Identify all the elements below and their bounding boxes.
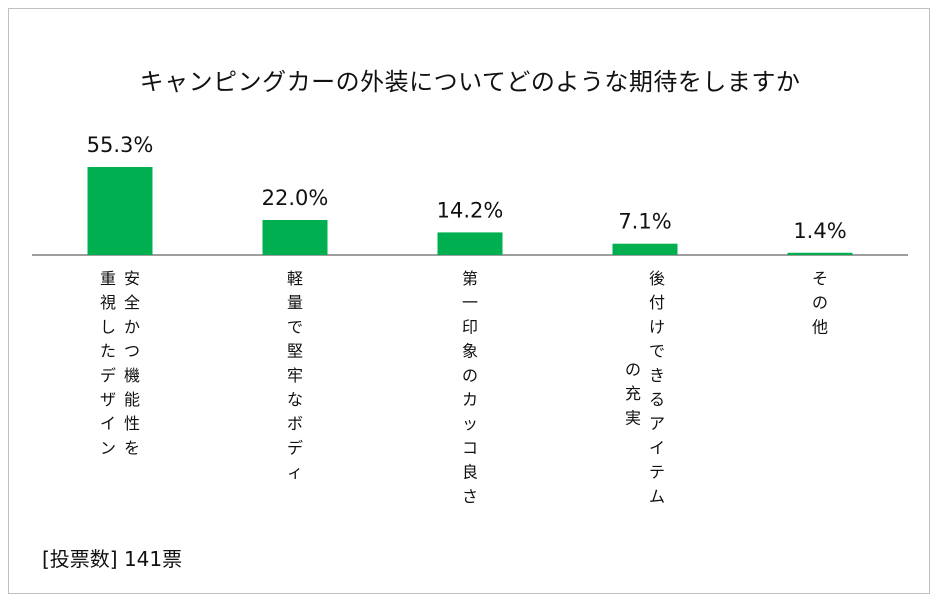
category-label-char: 機 [124, 366, 140, 385]
category-label-char: テ [649, 463, 665, 482]
category-label-char: つ [124, 342, 140, 361]
category-label-char: ッ [462, 414, 478, 433]
category-label-char: る [649, 390, 665, 409]
category-label-char: イ [649, 438, 665, 457]
category-label-char: ム [649, 487, 665, 506]
category-label-char: 視 [100, 293, 116, 312]
category-label-char: け [649, 317, 665, 336]
category-label-char: 量 [287, 293, 303, 312]
category-label-char: デ [287, 438, 303, 457]
category-label-char: 安 [124, 269, 140, 288]
category-label-char: の [462, 366, 478, 385]
category-label-char: コ [462, 438, 478, 457]
data-label: 55.3% [87, 133, 154, 157]
category-label-char: ィ [287, 463, 303, 482]
category-label-char: 一 [462, 293, 478, 312]
category-label-char: 性 [124, 414, 140, 433]
category-label-char: 第 [462, 269, 478, 288]
category-label-char: デ [100, 366, 116, 385]
category-label-char: ン [100, 438, 116, 457]
category-label-char: し [100, 317, 116, 336]
category-label-char: 実 [625, 408, 641, 427]
category-label-char: イ [100, 414, 116, 433]
chart-title: キャンピングカーの外装についてどのような期待をしますか [139, 68, 801, 96]
category-label-char: 重 [100, 269, 116, 288]
vote-count-label: [投票数] 141票 [42, 547, 183, 571]
category-label-char: 牢 [287, 366, 303, 385]
category-label-char: 能 [124, 390, 140, 409]
category-label-char: で [649, 342, 665, 361]
category-label-char: 付 [649, 293, 665, 312]
bar [87, 167, 153, 255]
category-label-char: 軽 [287, 269, 303, 288]
bar [437, 232, 503, 255]
category-label-char: の [625, 360, 641, 379]
bar [262, 219, 328, 255]
category-label-char: き [649, 366, 665, 385]
data-label: 22.0% [262, 186, 329, 210]
category-label-char: な [287, 390, 303, 409]
category-label-char: ボ [287, 414, 303, 433]
bar [787, 252, 853, 255]
category-label-char: 堅 [287, 342, 303, 361]
category-label-char: か [124, 317, 140, 336]
category-label-char: さ [462, 487, 478, 506]
data-label: 1.4% [793, 219, 846, 243]
category-label-char: 良 [462, 463, 478, 482]
chart-frame [8, 8, 930, 594]
category-label-char: 全 [124, 293, 140, 312]
category-label-char: で [287, 317, 303, 336]
data-label: 7.1% [618, 210, 671, 234]
category-label-char: 他 [812, 317, 828, 336]
category-label-char: 後 [649, 269, 665, 288]
category-label-char: そ [812, 269, 828, 288]
data-label: 14.2% [437, 198, 504, 222]
category-label-char: た [100, 342, 116, 361]
category-label-char: 充 [625, 384, 641, 403]
category-label: その他 [812, 269, 828, 336]
bar [612, 243, 678, 255]
category-label-char: ア [649, 414, 665, 433]
category-label-char: 印 [462, 317, 478, 336]
category-label-char: ザ [100, 390, 116, 409]
category-label-char: の [812, 293, 828, 312]
category-label-char: を [124, 438, 140, 457]
category-label-char: カ [462, 390, 478, 409]
category-label-char: 象 [462, 342, 478, 361]
